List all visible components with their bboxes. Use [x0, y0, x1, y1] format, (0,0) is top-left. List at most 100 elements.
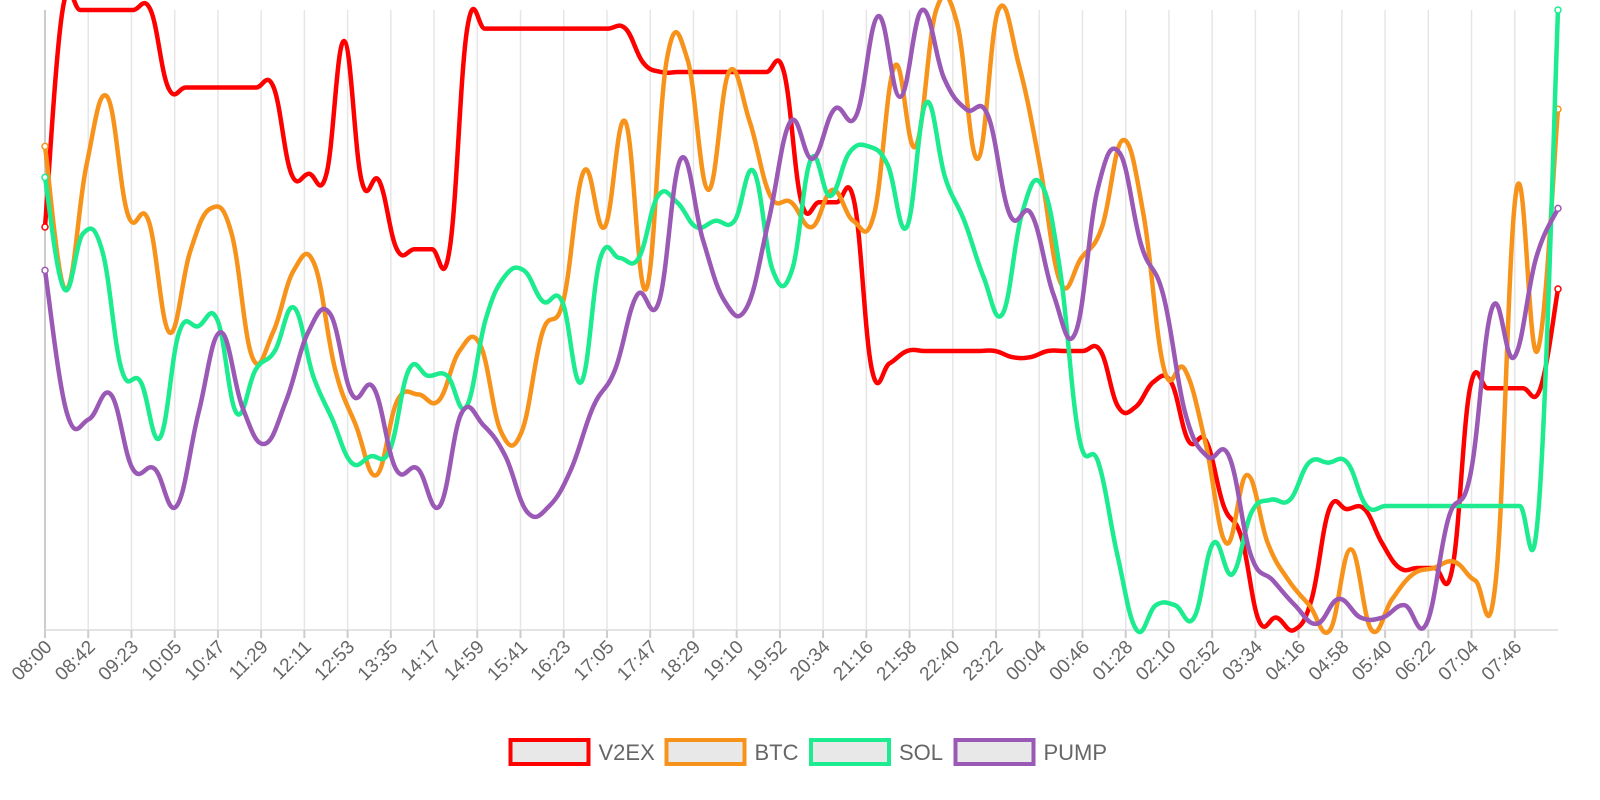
legend-item-btc[interactable]: BTC — [664, 738, 799, 766]
data-point — [866, 144, 871, 149]
data-point — [1446, 516, 1451, 521]
data-point — [353, 423, 358, 428]
data-point — [1424, 621, 1429, 626]
data-point — [188, 249, 193, 254]
data-point — [623, 26, 628, 31]
data-point — [1186, 438, 1191, 443]
x-tick-label: 18:29 — [656, 637, 704, 685]
data-point — [1383, 504, 1388, 508]
data-point — [1536, 504, 1541, 508]
data-point — [100, 249, 105, 254]
data-point — [284, 398, 289, 403]
data-point — [1017, 63, 1022, 68]
data-point — [481, 423, 486, 428]
data-point — [426, 373, 431, 378]
data-point — [1402, 504, 1407, 508]
data-point — [993, 349, 998, 353]
data-point — [518, 26, 523, 31]
data-point — [374, 473, 379, 477]
data-point — [617, 256, 622, 260]
data-point — [1348, 547, 1353, 552]
data-point — [1051, 293, 1056, 298]
x-tick-label: 10:05 — [138, 637, 186, 685]
data-point — [201, 85, 206, 90]
data-point — [981, 274, 986, 279]
series-v2ex — [41, 0, 1562, 633]
data-point — [693, 70, 698, 74]
x-tick-label: 10:47 — [181, 637, 229, 685]
series-lines — [41, 0, 1562, 635]
data-point — [1133, 404, 1138, 409]
data-point — [41, 266, 49, 275]
data-point — [1100, 225, 1105, 229]
series-sol — [41, 6, 1562, 635]
legend-label: SOL — [899, 740, 943, 765]
data-point — [540, 330, 545, 335]
data-point — [655, 194, 660, 198]
data-point — [658, 70, 663, 74]
data-point — [1245, 473, 1250, 477]
data-point — [412, 247, 417, 252]
data-point — [975, 156, 980, 161]
data-point — [869, 367, 874, 372]
data-point — [706, 187, 711, 192]
data-point — [498, 429, 503, 434]
data-point — [700, 237, 705, 242]
x-axis-ticks: 08:0008:4209:2310:0510:4711:2912:1112:53… — [8, 630, 1526, 685]
data-point — [904, 225, 909, 229]
data-point — [119, 367, 124, 372]
data-point — [569, 466, 574, 471]
data-point — [1249, 510, 1254, 515]
data-point — [789, 268, 794, 273]
legend-item-sol[interactable]: SOL — [809, 738, 943, 766]
data-point — [84, 163, 89, 167]
data-point — [644, 287, 649, 291]
data-point — [722, 299, 727, 304]
data-point — [962, 218, 967, 223]
data-point — [41, 142, 49, 151]
data-point — [157, 435, 162, 440]
data-point — [1336, 597, 1341, 601]
data-point — [108, 392, 113, 397]
legend-item-v2ex[interactable]: V2EX — [508, 738, 656, 766]
data-point — [1369, 628, 1374, 632]
data-point — [1380, 615, 1385, 620]
data-point — [1514, 187, 1519, 192]
data-point — [809, 225, 814, 229]
data-point — [885, 163, 890, 167]
data-point — [324, 171, 329, 176]
data-point — [1227, 454, 1232, 459]
data-point — [726, 70, 731, 74]
data-point — [635, 293, 640, 298]
data-point — [1029, 212, 1034, 217]
data-point — [810, 156, 815, 161]
data-point — [1115, 553, 1120, 558]
data-point — [1493, 578, 1498, 583]
x-tick-label: 02:52 — [1175, 637, 1223, 685]
data-point — [854, 113, 859, 118]
data-point — [1073, 330, 1078, 335]
data-point — [1292, 603, 1297, 608]
data-point — [459, 411, 464, 415]
data-point — [789, 200, 794, 205]
data-point — [1554, 204, 1562, 213]
data-point — [482, 26, 487, 31]
x-tick-label: 06:22 — [1391, 637, 1439, 685]
data-point — [254, 85, 259, 90]
data-point — [436, 398, 441, 403]
data-point — [1205, 454, 1210, 459]
data-point — [942, 76, 947, 81]
data-point — [1010, 355, 1015, 360]
legend-item-pump[interactable]: PUMP — [953, 738, 1108, 766]
data-point — [781, 70, 786, 74]
data-point — [62, 287, 67, 291]
data-point — [1286, 578, 1291, 583]
data-point — [675, 200, 680, 205]
data-point — [1468, 386, 1473, 391]
data-point — [788, 119, 793, 124]
legend-swatch — [508, 738, 591, 766]
data-point — [923, 101, 928, 105]
data-point — [272, 349, 277, 353]
data-point — [1390, 597, 1395, 601]
x-tick-label: 07:04 — [1435, 636, 1484, 685]
